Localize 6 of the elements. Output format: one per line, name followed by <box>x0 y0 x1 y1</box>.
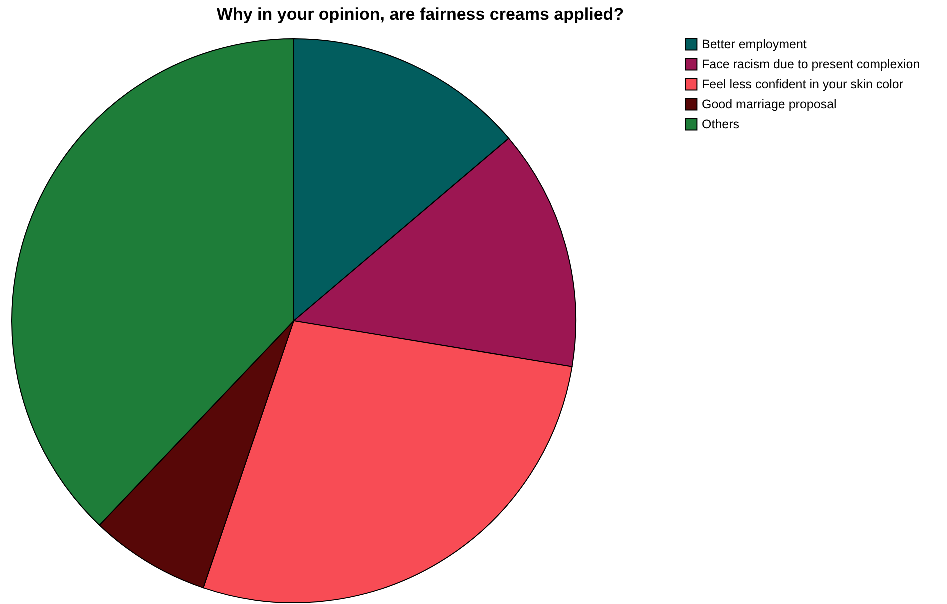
chart-title: Why in your opinion, are fairness creams applied? <box>216 5 624 24</box>
legend-label: Good marriage proposal <box>702 98 837 112</box>
legend-label: Better employment <box>702 38 808 52</box>
legend-label: Face racism due to present complexion <box>702 58 920 72</box>
legend-label: Others <box>702 118 740 132</box>
legend-label: Feel less confident in your skin color <box>702 78 904 92</box>
